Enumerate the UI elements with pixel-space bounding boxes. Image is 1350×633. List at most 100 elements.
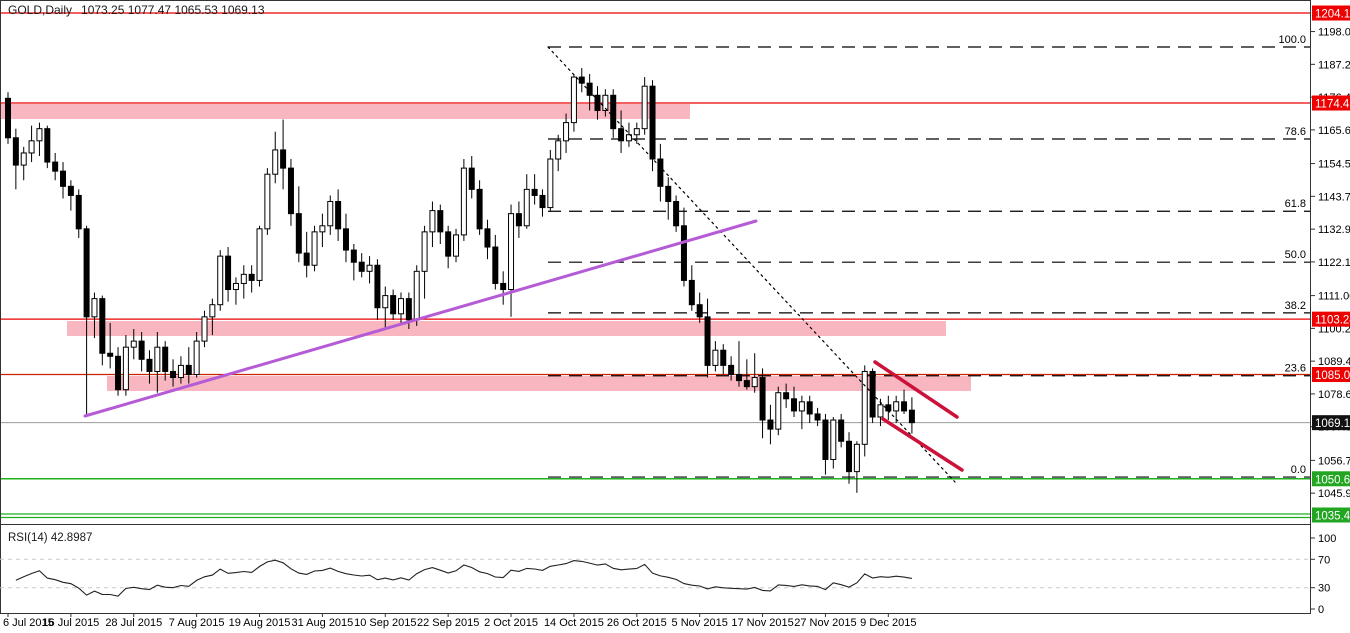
candle-body	[382, 295, 389, 309]
wedge-upper-trendline	[873, 360, 959, 419]
candle-body	[177, 364, 184, 379]
symbol-timeframe-label: GOLD,Daily	[8, 3, 73, 17]
rsi-scale-label: 30	[1318, 583, 1330, 595]
candle-body	[154, 346, 161, 372]
candle-body	[75, 194, 82, 230]
price-badge	[1312, 415, 1350, 431]
price-zone	[0, 104, 690, 119]
rsi-line	[15, 559, 912, 597]
candle-body	[688, 279, 695, 306]
candle-body	[225, 255, 232, 291]
candle-body	[901, 401, 908, 412]
fib-level-label: 100.0	[1278, 34, 1306, 46]
candle-body	[751, 377, 758, 388]
date-axis-label: 6 Jul 2015	[3, 617, 54, 629]
candle-body	[295, 213, 302, 254]
candle-body	[256, 228, 263, 281]
candle-body	[791, 398, 797, 412]
price-zone	[67, 321, 946, 336]
candle-body	[673, 201, 680, 227]
candle-body	[508, 213, 515, 291]
candle-body	[775, 392, 782, 430]
price-axis-label: 1143.70	[1318, 191, 1350, 203]
candle-body	[232, 282, 239, 291]
zones-group	[0, 104, 971, 391]
date-axis-label: 22 Sep 2015	[417, 617, 479, 629]
candle-body	[720, 349, 727, 366]
date-axis-label: 19 Aug 2015	[229, 617, 291, 629]
price-axis-label: 1187.20	[1318, 59, 1350, 71]
candle-body	[405, 298, 412, 321]
price-badge-label: 1103.24	[1315, 315, 1350, 327]
rsi-scale-label: 100	[1318, 533, 1336, 545]
candle-body	[358, 261, 365, 272]
price-badge-label: 1050.64	[1315, 474, 1350, 486]
fib-level-label: 0.0	[1291, 464, 1306, 476]
candle-body	[555, 140, 562, 160]
candle-body	[563, 122, 570, 142]
candle-body	[60, 170, 67, 187]
candle-body	[743, 380, 750, 388]
candle-body	[594, 94, 601, 111]
candle-body	[248, 273, 255, 281]
trendlines-group	[83, 46, 964, 483]
candle-body	[798, 401, 805, 412]
candle-body	[814, 413, 821, 421]
rsi-scale-label: 70	[1318, 554, 1330, 566]
candle-body	[665, 185, 672, 203]
candle-body	[830, 419, 837, 460]
candle-body	[610, 94, 617, 130]
price-axis-label: 1045.90	[1318, 488, 1350, 500]
candle-body	[350, 249, 357, 263]
price-axis-label: 1122.10	[1318, 257, 1350, 269]
candle-body	[484, 228, 491, 248]
candle-body	[421, 231, 428, 272]
candle-body	[453, 234, 460, 257]
candle-body	[570, 76, 577, 124]
candle-body	[515, 213, 522, 227]
candle-body	[107, 352, 114, 357]
candle-body	[413, 270, 420, 321]
date-axis-label: 9 Dec 2015	[860, 617, 916, 629]
price-badge	[1312, 95, 1350, 111]
candle-body	[625, 134, 632, 142]
date-axis-label: 5 Nov 2015	[672, 617, 728, 629]
candle-body	[437, 210, 444, 233]
price-axis-label: 1154.50	[1318, 159, 1350, 171]
candle-body	[460, 167, 467, 236]
price-axis-label: 1132.90	[1318, 224, 1350, 236]
date-axis-label: 16 Jul 2015	[42, 617, 99, 629]
candle-body	[586, 82, 593, 96]
candle-body	[272, 149, 279, 175]
date-axis-label: 7 Aug 2015	[169, 617, 225, 629]
price-zone	[107, 376, 971, 391]
date-axis-label: 26 Oct 2015	[607, 617, 667, 629]
candle-body	[885, 404, 892, 412]
date-axis-label: 31 Aug 2015	[292, 617, 354, 629]
candle-body	[185, 364, 192, 375]
price-axis-label: 1089.40	[1318, 356, 1350, 368]
rsi-pane: 100 70 30 0	[0, 533, 1336, 616]
price-axis-label: 1198.00	[1318, 27, 1350, 39]
candle-body	[893, 401, 900, 412]
date-axis-label: 2 Oct 2015	[484, 617, 538, 629]
candle-body	[240, 273, 247, 284]
candle-body	[602, 94, 609, 111]
candle-body	[44, 128, 51, 163]
candle-body	[735, 374, 742, 382]
candle-body	[201, 316, 208, 342]
candle-body	[846, 440, 853, 473]
candle-body	[366, 264, 373, 272]
candle-body	[138, 340, 145, 360]
rsi-indicator-label: RSI(14) 42.8987	[8, 532, 93, 544]
candle-body	[170, 370, 177, 379]
candle-body	[680, 225, 687, 281]
candle-body	[146, 358, 153, 372]
candle-body	[767, 419, 774, 430]
price-badge-label: 1035.47	[1315, 511, 1350, 523]
candle-body	[696, 304, 703, 318]
candle-body	[5, 97, 11, 139]
